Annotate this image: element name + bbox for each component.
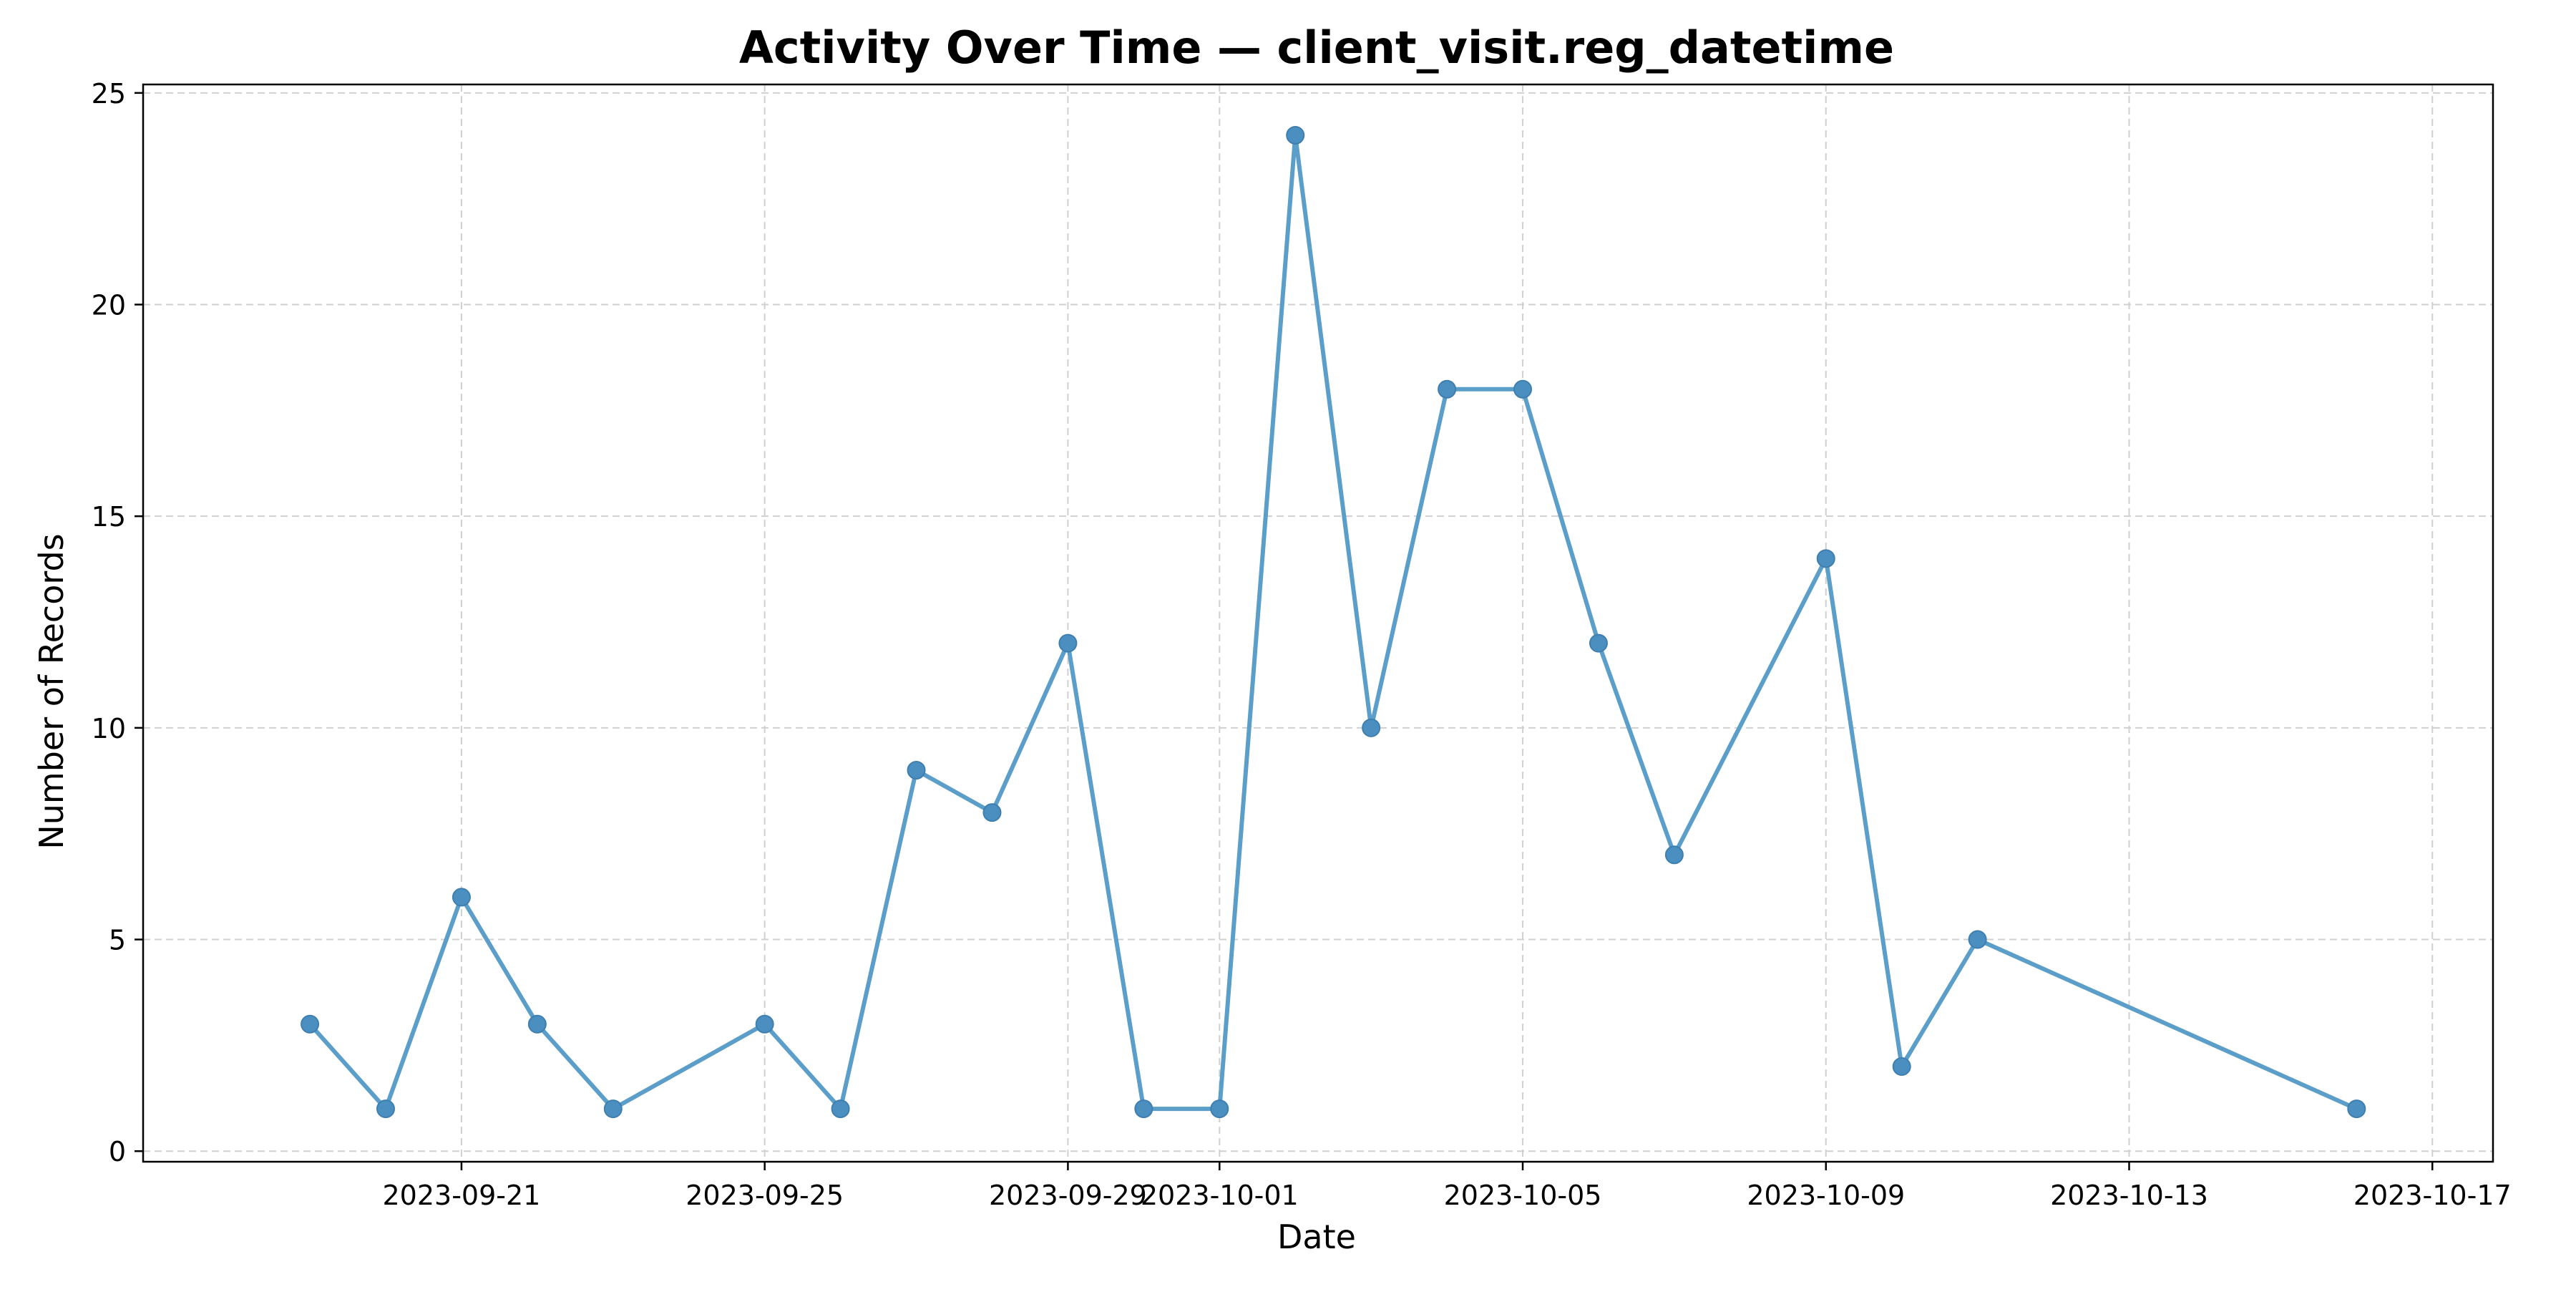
data-point	[1513, 379, 1533, 399]
y-tick-label: 0	[109, 1136, 126, 1167]
x-tick-label: 2023-10-13	[2050, 1180, 2208, 1211]
x-tick-label: 2023-09-29	[989, 1180, 1147, 1211]
data-point	[301, 1014, 320, 1034]
data-point	[1362, 718, 1381, 737]
data-point	[982, 803, 1002, 822]
x-axis-label: Date	[1277, 1218, 1356, 1256]
data-point	[1438, 379, 1457, 399]
y-tick-label: 10	[92, 713, 126, 744]
grid	[143, 84, 2493, 1162]
data-point	[1968, 930, 1987, 949]
data-point	[1134, 1099, 1153, 1119]
data-point	[1058, 633, 1078, 653]
y-tick-label: 25	[92, 78, 126, 110]
x-tick-label: 2023-09-21	[383, 1180, 541, 1211]
chart-title: Activity Over Time — client_visit.reg_da…	[739, 21, 1894, 74]
x-tick-label: 2023-10-01	[1141, 1180, 1299, 1211]
y-axis-label: Number of Records	[32, 533, 71, 849]
data-point	[1664, 845, 1684, 865]
data-point	[831, 1099, 850, 1119]
x-tick-label: 2023-10-17	[2353, 1180, 2512, 1211]
series-line	[308, 133, 2359, 1112]
y-tick-label: 15	[92, 501, 126, 533]
data-point	[1210, 1099, 1229, 1119]
data-point	[755, 1014, 774, 1034]
x-axis: 2023-09-21 2023-09-25 2023-09-292023-10-01…	[383, 1162, 2512, 1211]
y-tick-label: 20	[92, 290, 126, 321]
data-point	[452, 888, 471, 907]
x-tick-label: 2023-10-09	[1747, 1180, 1905, 1211]
data-point	[1816, 549, 1835, 568]
x-tick-label: 2023-09-25	[686, 1180, 844, 1211]
data-point	[527, 1014, 547, 1034]
data-point	[1286, 125, 1305, 145]
data-points	[301, 125, 2366, 1119]
data-point	[1589, 633, 1608, 653]
data-point	[907, 760, 926, 779]
data-point	[603, 1099, 623, 1119]
data-point	[376, 1099, 395, 1119]
x-tick-label: 2023-10-05	[1444, 1180, 1602, 1211]
data-point	[2347, 1099, 2366, 1119]
data-point	[1892, 1057, 1911, 1076]
y-tick-label: 5	[109, 925, 126, 956]
plot-area	[142, 83, 2494, 1163]
y-axis: 0 5 10 15 20 25	[92, 78, 143, 1167]
